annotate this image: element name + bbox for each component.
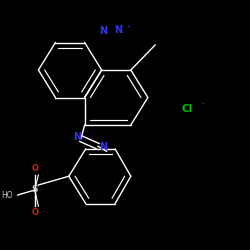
Text: N: N (99, 142, 107, 152)
Text: S: S (32, 186, 38, 194)
Text: O: O (31, 208, 38, 217)
Text: O: O (31, 164, 38, 173)
Text: HO: HO (1, 190, 13, 200)
Text: Cl: Cl (182, 104, 193, 114)
Text: N: N (73, 132, 82, 142)
Text: ⁺: ⁺ (126, 24, 130, 33)
Text: N: N (114, 25, 123, 35)
Text: N: N (99, 26, 107, 36)
Text: ⁻: ⁻ (200, 100, 204, 110)
